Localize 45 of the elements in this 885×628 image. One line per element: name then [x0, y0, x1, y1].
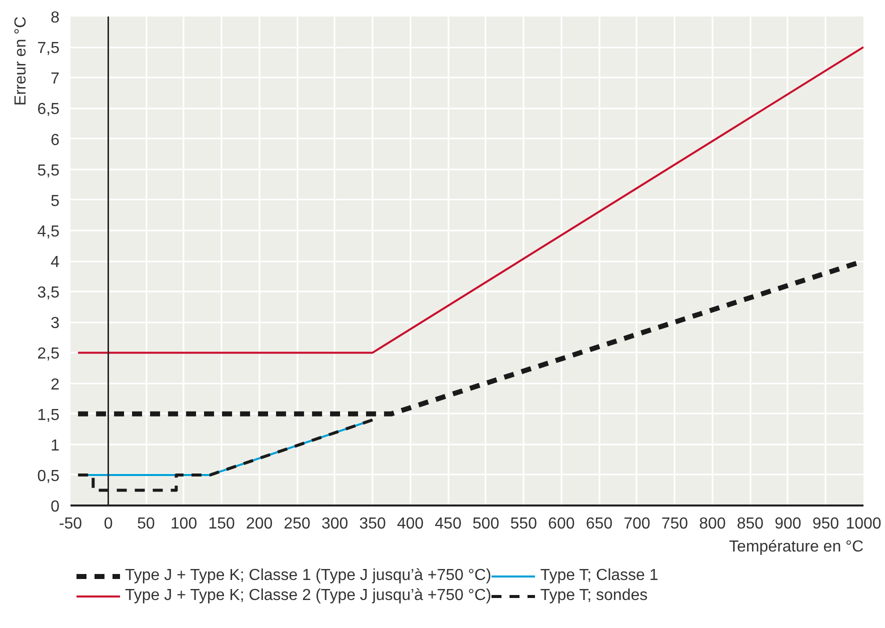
- legend-label: Type T; sondes: [540, 587, 648, 605]
- y-tick-label: 1,5: [37, 406, 60, 424]
- x-tick-label: 0: [104, 516, 113, 532]
- x-tick-label: 650: [586, 516, 613, 532]
- x-tick-label: 350: [359, 516, 386, 532]
- x-tick-label: 450: [434, 516, 462, 532]
- y-tick-label: 2: [50, 376, 60, 394]
- x-tick-label: 700: [624, 516, 650, 532]
- y-axis-title: Erreur en °C: [12, 16, 30, 106]
- legend-label: Type J + Type K; Classe 2 (Type J jusqu’à +750 °C): [125, 587, 492, 605]
- y-tick-label: 0: [50, 498, 60, 516]
- y-tick-label: 0,5: [37, 468, 60, 485]
- x-tick-label: 900: [774, 516, 802, 532]
- y-tick-label: 3,5: [37, 284, 60, 302]
- y-tick-label: 4,5: [37, 223, 60, 240]
- x-axis-title: Température en °C: [729, 538, 864, 556]
- x-tick-label: 1000: [846, 516, 882, 532]
- y-tick-label: 2,5: [37, 346, 60, 363]
- x-tick-label: 50: [137, 516, 156, 532]
- legend-label: Type T; Classe 1: [540, 567, 658, 585]
- x-tick-label: 200: [246, 516, 273, 532]
- y-tick-label: 8: [50, 10, 60, 26]
- legend-label: Type J + Type K; Classe 1 (Type J jusqu’à +750 °C): [125, 567, 492, 585]
- x-tick-label: 400: [397, 516, 424, 532]
- x-tick-label: 600: [548, 516, 575, 532]
- x-tick-label: 850: [736, 516, 764, 532]
- y-tick-label: 5: [50, 192, 60, 210]
- y-tick-label: 4: [50, 254, 60, 271]
- x-tick-label: 500: [472, 516, 500, 532]
- x-tick-label: 550: [510, 516, 538, 532]
- x-tick-label: 800: [699, 516, 726, 532]
- y-tick-label: 3: [50, 315, 60, 332]
- y-tick-label: 7: [50, 70, 60, 88]
- y-tick-label: 7,5: [37, 40, 60, 58]
- y-tick-label: 6,5: [37, 101, 60, 118]
- x-tick-label: 750: [661, 516, 688, 532]
- x-tick-label: 950: [812, 516, 840, 532]
- y-tick-label: 5,5: [37, 162, 60, 180]
- x-tick-label: 300: [321, 516, 348, 532]
- x-tick-label: 150: [208, 516, 235, 532]
- y-tick-label: 1: [50, 437, 60, 454]
- y-tick-label: 6: [50, 132, 60, 149]
- x-tick-label: 100: [170, 516, 198, 532]
- x-tick-label: 250: [284, 516, 311, 532]
- x-tick-label: -50: [58, 516, 82, 532]
